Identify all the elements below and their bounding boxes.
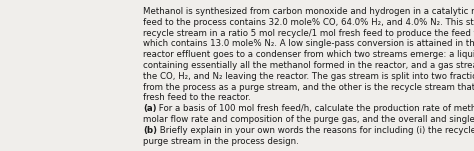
Text: Methanol is synthesized from carbon monoxide and hydrogen in a catalytic reactor: Methanol is synthesized from carbon mono… [143,7,474,16]
Text: Briefly explain in your own words the reasons for including (i) the recycle stre: Briefly explain in your own words the re… [157,126,474,135]
Text: containing essentially all the methanol formed in the reactor, and a gas stream : containing essentially all the methanol … [143,61,474,70]
Text: fresh feed to the reactor.: fresh feed to the reactor. [143,93,251,102]
Text: which contains 13.0 mole% N₂. A low single-pass conversion is attained in the re: which contains 13.0 mole% N₂. A low sing… [143,39,474,48]
Text: For a basis of 100 mol fresh feed/h, calculate the production rate of methanol (: For a basis of 100 mol fresh feed/h, cal… [156,104,474,113]
Text: reactor effluent goes to a condenser from which two streams emerge: a liquid pro: reactor effluent goes to a condenser fro… [143,50,474,59]
Text: molar flow rate and composition of the purge gas, and the overall and single-pas: molar flow rate and composition of the p… [143,115,474,124]
Text: (b): (b) [143,126,157,135]
Text: (a): (a) [143,104,156,113]
Text: purge stream in the process design.: purge stream in the process design. [143,137,299,146]
Text: feed to the process contains 32.0 mole% CO, 64.0% H₂, and 4.0% N₂. This stream i: feed to the process contains 32.0 mole% … [143,18,474,27]
Text: from the process as a purge stream, and the other is the recycle stream that com: from the process as a purge stream, and … [143,83,474,92]
Text: recycle stream in a ratio 5 mol recycle/1 mol fresh feed to produce the feed to : recycle stream in a ratio 5 mol recycle/… [143,29,474,38]
Text: the CO, H₂, and N₂ leaving the reactor. The gas stream is split into two fractio: the CO, H₂, and N₂ leaving the reactor. … [143,72,474,81]
